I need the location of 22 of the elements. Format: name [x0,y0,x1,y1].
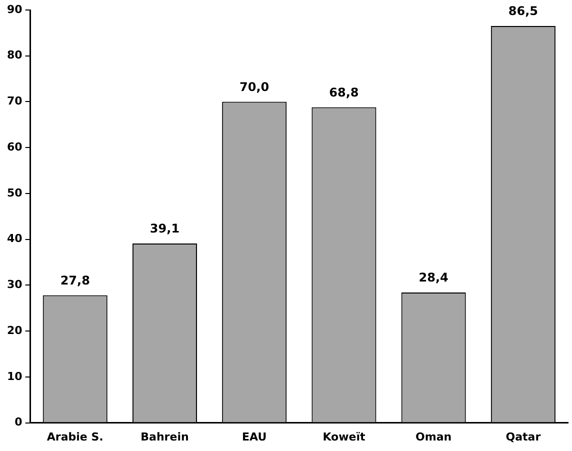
y-tick-label: 10 [6,370,23,383]
y-tick-label: 0 [14,416,23,429]
data-label: 27,8 [60,273,90,288]
y-tick-label: 70 [6,94,23,108]
x-tick-label: Bahrein [140,430,189,444]
y-tick-label: 90 [6,2,23,16]
x-tick-label: Oman [416,430,452,444]
x-tick-label: Qatar [506,430,542,444]
data-label: 68,8 [329,85,359,100]
x-tick-label: Arabie S. [46,430,104,444]
data-label: 70,0 [240,80,270,94]
data-label: 39,1 [150,222,180,236]
data-label: 28,4 [418,270,448,285]
y-tick-label: 50 [6,186,23,200]
data-label: 86,5 [508,4,538,18]
x-tick-label: Koweït [322,430,366,444]
y-tick-label: 60 [6,140,23,154]
y-tick-label: 30 [6,278,23,292]
y-tick-label: 20 [6,324,23,337]
x-tick-label: EAU [242,430,267,444]
y-tick-label: 40 [6,232,23,246]
y-tick-label: 80 [6,48,23,62]
